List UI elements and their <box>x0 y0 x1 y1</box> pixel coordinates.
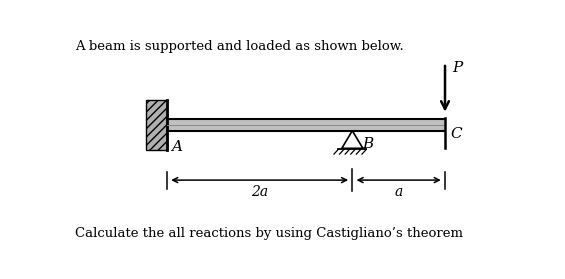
Text: 2a: 2a <box>251 186 268 199</box>
Text: A: A <box>171 140 182 154</box>
Text: a: a <box>394 186 403 199</box>
Text: A beam is supported and loaded as shown below.: A beam is supported and loaded as shown … <box>75 40 404 53</box>
Text: Calculate the all reactions by using Castigliano’s theorem: Calculate the all reactions by using Cas… <box>75 227 463 240</box>
Text: C: C <box>451 127 462 141</box>
Bar <box>167 119 445 131</box>
Text: P: P <box>452 61 462 75</box>
Bar <box>146 100 167 150</box>
Polygon shape <box>342 131 363 148</box>
Text: B: B <box>362 137 373 151</box>
